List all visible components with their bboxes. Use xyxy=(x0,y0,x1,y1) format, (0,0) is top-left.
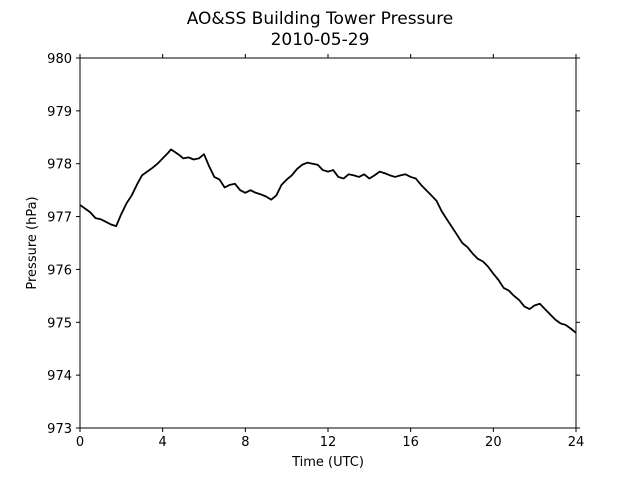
y-axis-label: Pressure (hPa) xyxy=(25,196,40,289)
x-tick-label-20: 20 xyxy=(485,435,502,450)
chart-title: AO&SS Building Tower Pressure xyxy=(187,9,454,29)
y-tick-label-979: 979 xyxy=(47,105,72,120)
x-tick-label-0: 0 xyxy=(76,435,84,450)
x-tick-label-12: 12 xyxy=(320,435,337,450)
plot-frame xyxy=(79,57,577,429)
y-tick-label-976: 976 xyxy=(47,263,72,278)
pressure-series-line xyxy=(79,148,577,334)
y-tick-label-973: 973 xyxy=(47,422,72,437)
y-tick-label-978: 978 xyxy=(47,158,72,173)
x-tick-label-4: 4 xyxy=(159,435,167,450)
x-axis-ticks: 0 4 8 12 16 20 24 xyxy=(76,54,584,450)
y-axis-ticks: 973 974 975 976 977 978 979 980 xyxy=(47,52,580,437)
y-tick-label-977: 977 xyxy=(47,211,72,226)
plot-area: 0 4 8 12 16 20 24 973 974 975 976 977 978 979 980 xyxy=(47,52,584,450)
chart-subtitle: 2010-05-29 xyxy=(271,30,370,50)
y-tick-label-974: 974 xyxy=(47,369,72,384)
y-tick-label-975: 975 xyxy=(47,316,72,331)
y-tick-label-980: 980 xyxy=(47,52,72,67)
x-tick-label-8: 8 xyxy=(241,435,249,450)
x-axis-label: Time (UTC) xyxy=(291,455,364,470)
x-tick-label-16: 16 xyxy=(402,435,419,450)
x-tick-label-24: 24 xyxy=(568,435,585,450)
